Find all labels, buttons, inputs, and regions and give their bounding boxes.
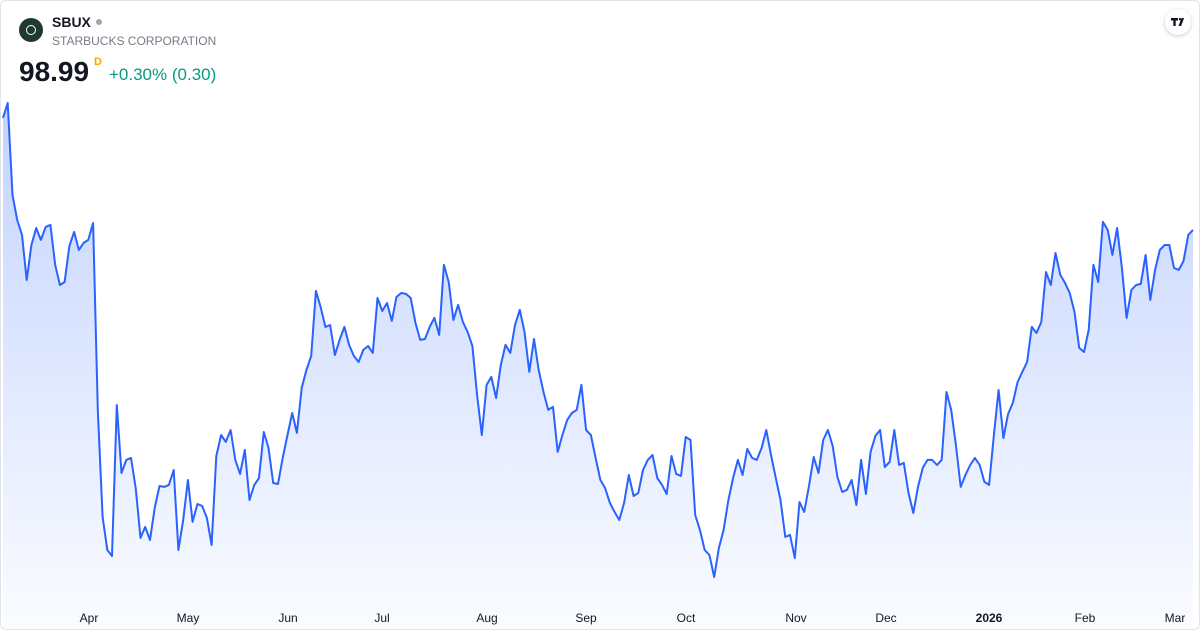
x-tick-label: Jul	[374, 611, 389, 625]
company-name: STARBUCKS CORPORATION	[52, 34, 217, 48]
x-tick-label: May	[177, 611, 200, 625]
x-tick-label: Nov	[785, 611, 806, 625]
x-tick-label: Sep	[575, 611, 597, 625]
x-tick-label: Apr	[80, 611, 99, 625]
company-logo	[19, 18, 43, 42]
symbol-text: SBUX	[52, 14, 91, 30]
x-tick-label: Feb	[1075, 611, 1096, 625]
x-tick-label: Aug	[476, 611, 497, 625]
symbol: SBUX	[52, 14, 102, 30]
x-tick-label: 2026	[976, 611, 1003, 625]
price: 98.99	[19, 56, 90, 87]
price-line	[2, 102, 1194, 578]
tradingview-logo[interactable]	[1165, 9, 1191, 35]
price-change: +0.30% (0.30)	[109, 65, 217, 84]
x-tick-label: Dec	[875, 611, 896, 625]
x-tick-label: Jun	[278, 611, 297, 625]
x-tick-label: Oct	[677, 611, 696, 625]
tradingview-icon	[1171, 18, 1185, 26]
area-fill	[3, 103, 1193, 629]
status-dot	[95, 19, 102, 25]
x-tick-label: Mar	[1165, 611, 1186, 625]
interval: D	[94, 56, 102, 68]
